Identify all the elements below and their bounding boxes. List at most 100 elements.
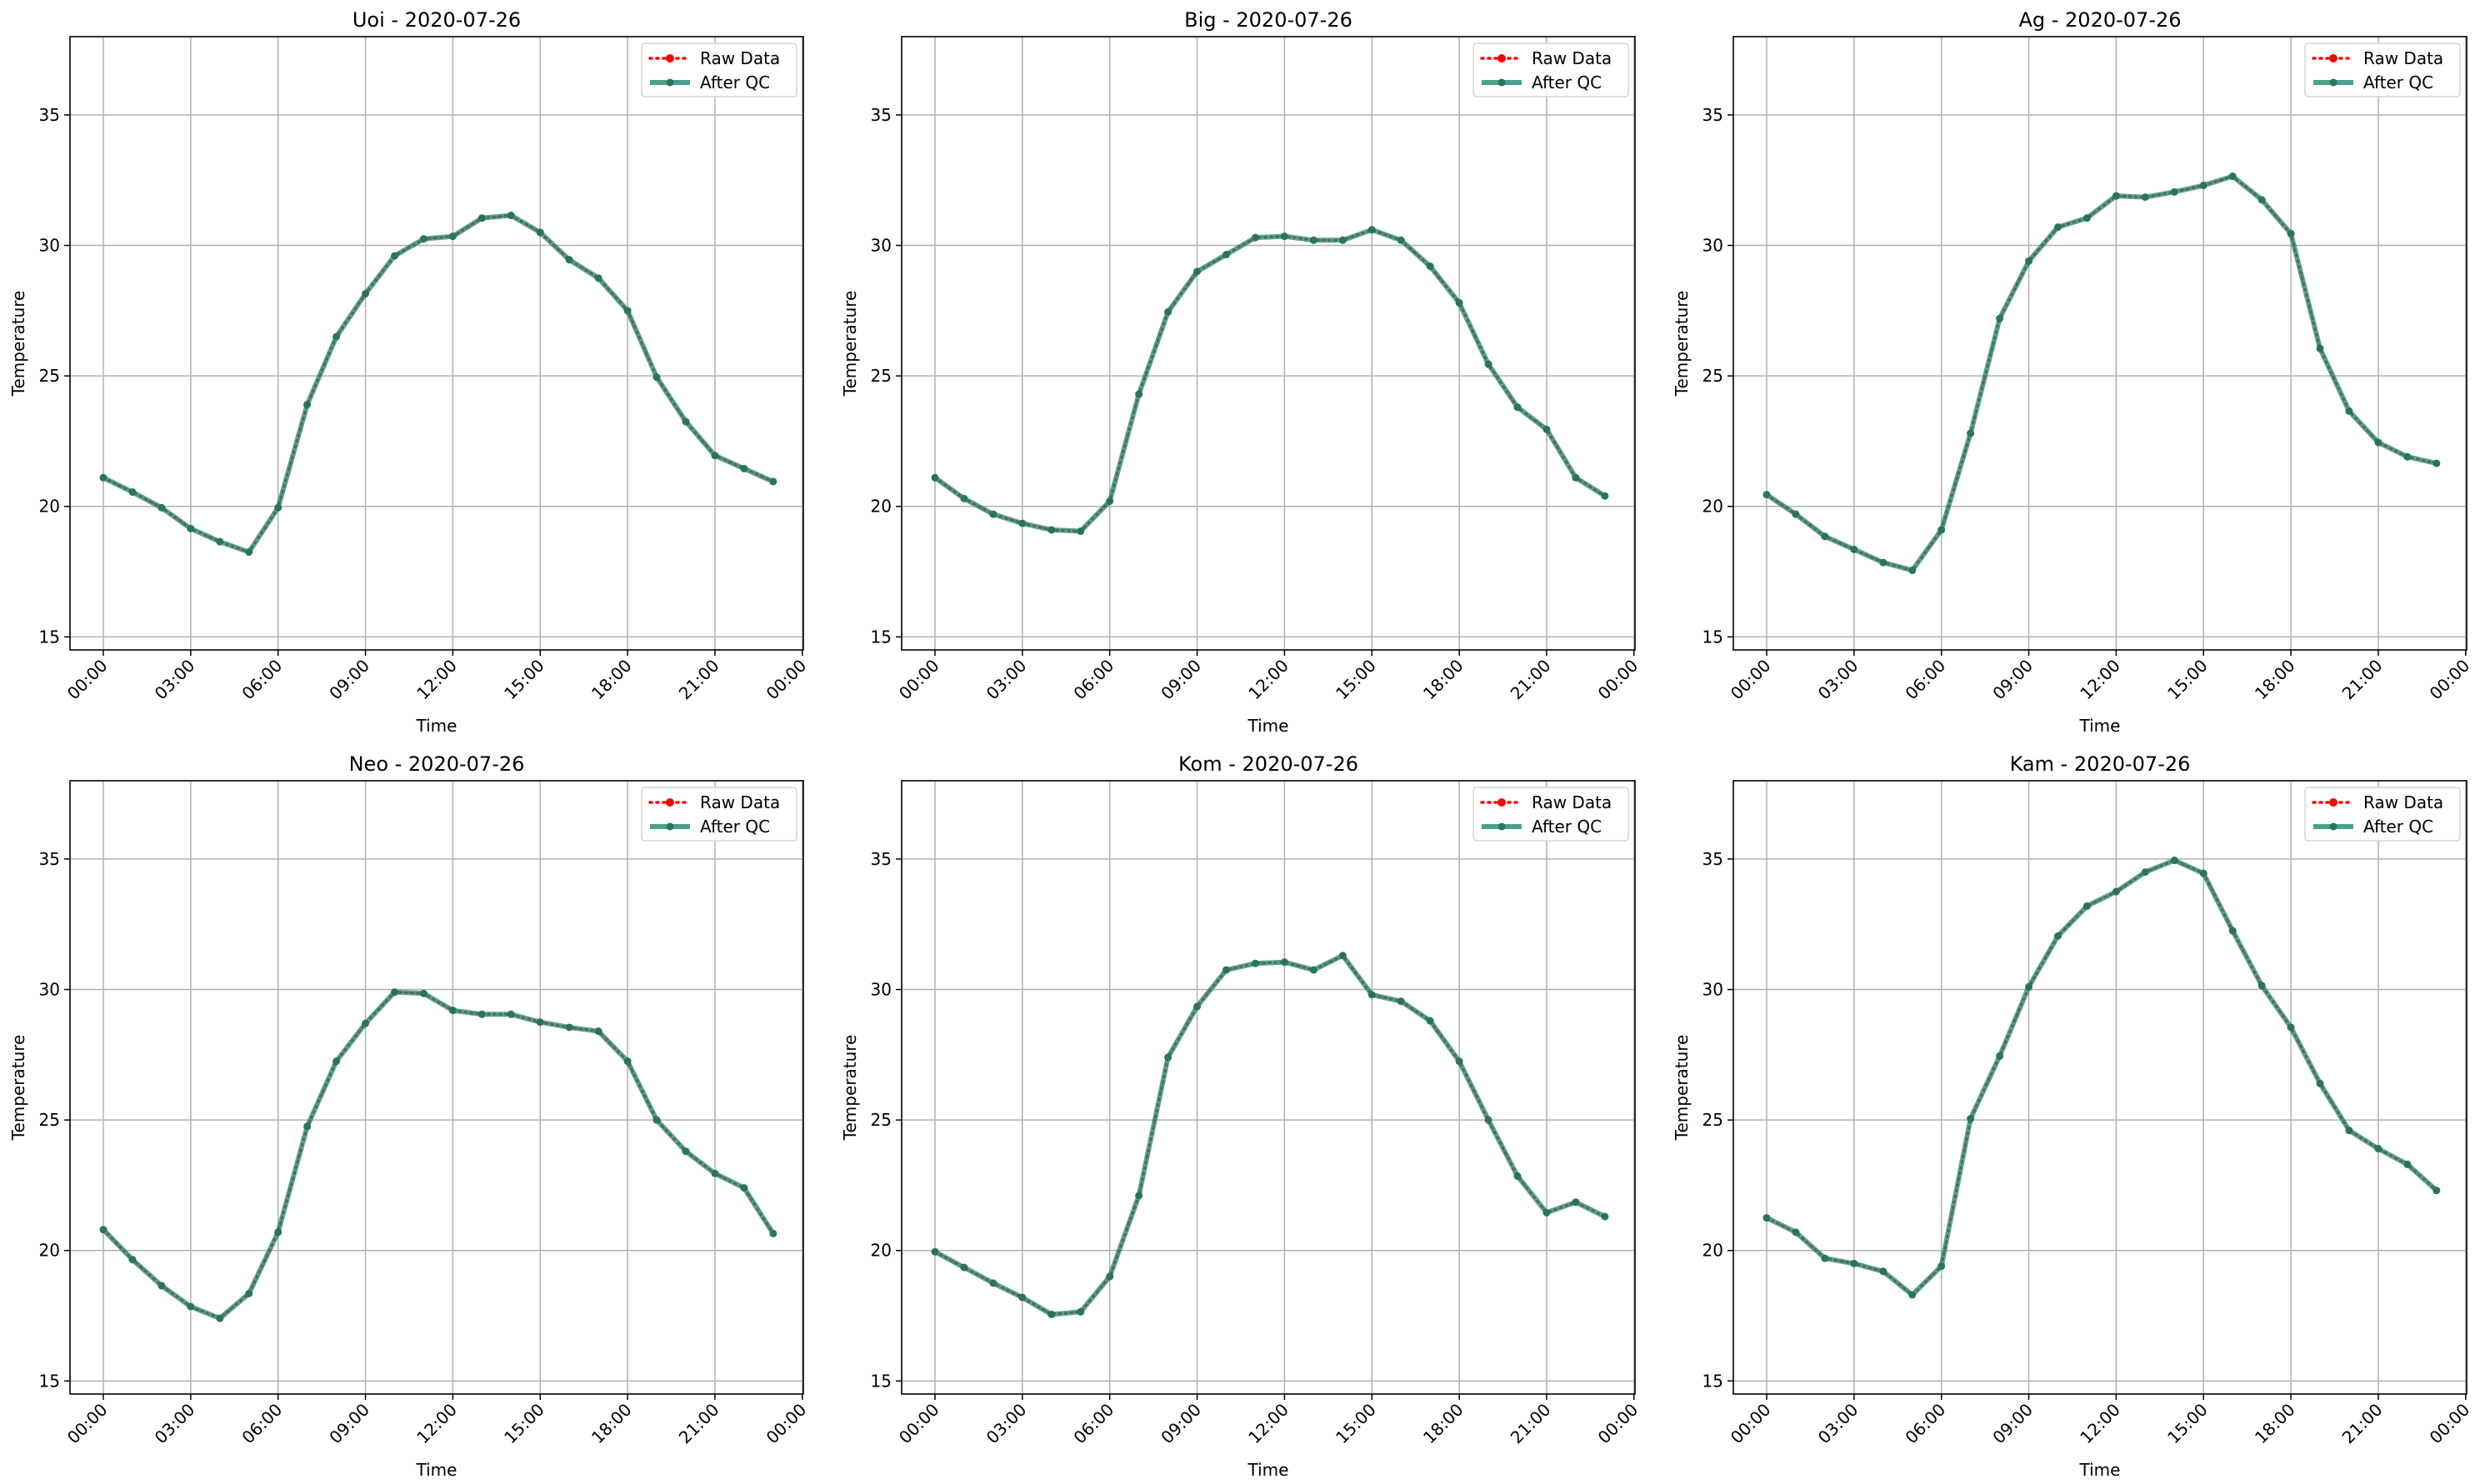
series-line-raw-overlay [934,228,1606,532]
y-tick-label: 20 [1702,1241,1723,1261]
y-axis-label: Temperature [1672,1035,1692,1142]
x-tick-label: 03:00 [982,1400,1031,1448]
series-line-after-qc [101,989,776,1322]
series-line-raw-overlay [102,991,774,1320]
data-point-after-qc [1251,959,1259,967]
y-tick-label: 35 [1702,849,1723,869]
data-point-after-qc [99,1226,108,1234]
data-point-after-qc [419,235,428,243]
axes-frame [901,780,1636,1395]
x-tick-label: 15:00 [2163,1400,2212,1448]
data-point-after-qc [1426,262,1434,271]
data-point-after-qc [1368,991,1376,999]
data-point-after-qc [362,289,370,297]
x-tick-label: 21:00 [675,656,723,704]
data-point-after-qc [1251,233,1259,242]
data-point-after-qc [1048,1310,1056,1318]
x-tick-label: 06:00 [238,1400,287,1448]
x-tick-label: 06:00 [1070,656,1118,704]
y-tick-label: 15 [39,1371,60,1391]
data-point-after-qc [2316,1079,2324,1087]
series-line-after-qc [933,227,1607,534]
y-axis-label: Temperature [840,291,860,397]
data-point-after-qc [1222,966,1230,974]
data-point-after-qc [1513,403,1522,412]
x-tick-label: 12:00 [1244,656,1292,704]
subplot-1: 00:00 03:00 06:00 09:00 12:00 15:00 18:00 21:00… [840,8,1642,736]
data-point-after-qc [2258,982,2266,990]
x-axis-label: Time [416,1460,458,1480]
subplot-title: Neo - 2020-07-26 [349,752,525,776]
x-tick-label: 03:00 [982,656,1031,704]
data-point-after-qc [1135,390,1143,398]
data-point-after-qc [769,477,778,486]
data-point-after-qc [2025,982,2033,991]
data-point-after-qc [362,1019,370,1027]
data-point-after-qc [1908,566,1917,574]
x-tick-label: 00:00 [2426,656,2474,704]
data-point-after-qc [1338,952,1347,960]
y-axis-label: Temperature [1672,291,1692,397]
data-point-after-qc [2199,869,2208,877]
data-point-after-qc [1967,429,1975,437]
legend: Raw Data After QC [641,42,798,97]
x-tick-label: 00:00 [63,1400,112,1448]
legend-marker-after-qc [1498,822,1506,831]
x-tick-label: 21:00 [1507,656,1555,704]
subplot-3: 00:00 03:00 06:00 09:00 12:00 15:00 18:00 21:00… [8,752,810,1480]
data-point-after-qc [2170,187,2178,196]
data-point-after-qc [1106,497,1114,505]
x-tick-label: 15:00 [500,1400,548,1448]
y-tick-label: 30 [1702,980,1723,1000]
y-tick-label: 15 [871,1371,892,1391]
legend-label-after-qc: After QC [1532,817,1602,837]
data-point-after-qc [1572,1198,1580,1207]
data-point-after-qc [216,1314,224,1322]
data-point-after-qc [2082,214,2091,222]
subplot-title: Kam - 2020-07-26 [2010,752,2191,776]
data-point-after-qc [1938,526,1946,534]
data-point-after-qc [303,1122,312,1131]
data-point-after-qc [1077,1307,1085,1316]
x-tick-label: 12:00 [2076,1400,2124,1448]
data-point-after-qc [2345,1127,2353,1135]
x-tick-label: 00:00 [2426,1400,2474,1448]
data-point-after-qc [2345,407,2353,415]
legend-marker-raw-data [2329,798,2338,807]
data-point-after-qc [1426,1017,1434,1025]
x-tick-label: 09:00 [1157,656,1205,704]
data-point-after-qc [2199,182,2208,190]
axes-frame [1732,36,2468,651]
data-point-after-qc [2432,1187,2441,1195]
y-tick-label: 20 [1702,497,1723,517]
x-axis-label: Time [2079,1460,2121,1480]
series-line-after-qc [1765,173,2438,573]
x-tick-label: 15:00 [1332,1400,1380,1448]
data-point-after-qc [332,332,341,341]
axes-frame [901,36,1636,651]
data-point-after-qc [1484,1116,1492,1124]
data-point-after-qc [711,1169,719,1177]
x-tick-label: 09:00 [325,1400,373,1448]
legend: Raw Data After QC [2304,42,2461,97]
x-tick-label: 00:00 [762,1400,811,1448]
x-tick-label: 00:00 [1594,656,1642,704]
y-tick-label: 25 [39,366,60,386]
data-point-after-qc [1879,558,1888,567]
y-tick-label: 30 [39,980,60,1000]
series-line-raw-overlay [102,214,774,553]
legend-marker-after-qc [666,822,674,831]
legend-marker-raw-data [666,798,674,807]
data-point-after-qc [2287,1023,2295,1032]
legend: Raw Data After QC [641,787,798,842]
legend-label-raw-data: Raw Data [700,792,780,812]
series-line-raw-data [1765,858,2438,1297]
series-line-raw-data [933,228,1607,533]
x-tick-label: 06:00 [1902,656,1950,704]
data-point-after-qc [1850,1259,1858,1267]
data-point-after-qc [1792,1228,1800,1237]
series-line-raw-data [102,213,775,554]
data-point-after-qc [478,1010,486,1018]
x-tick-label: 00:00 [895,1400,943,1448]
y-tick-label: 25 [1702,366,1723,386]
